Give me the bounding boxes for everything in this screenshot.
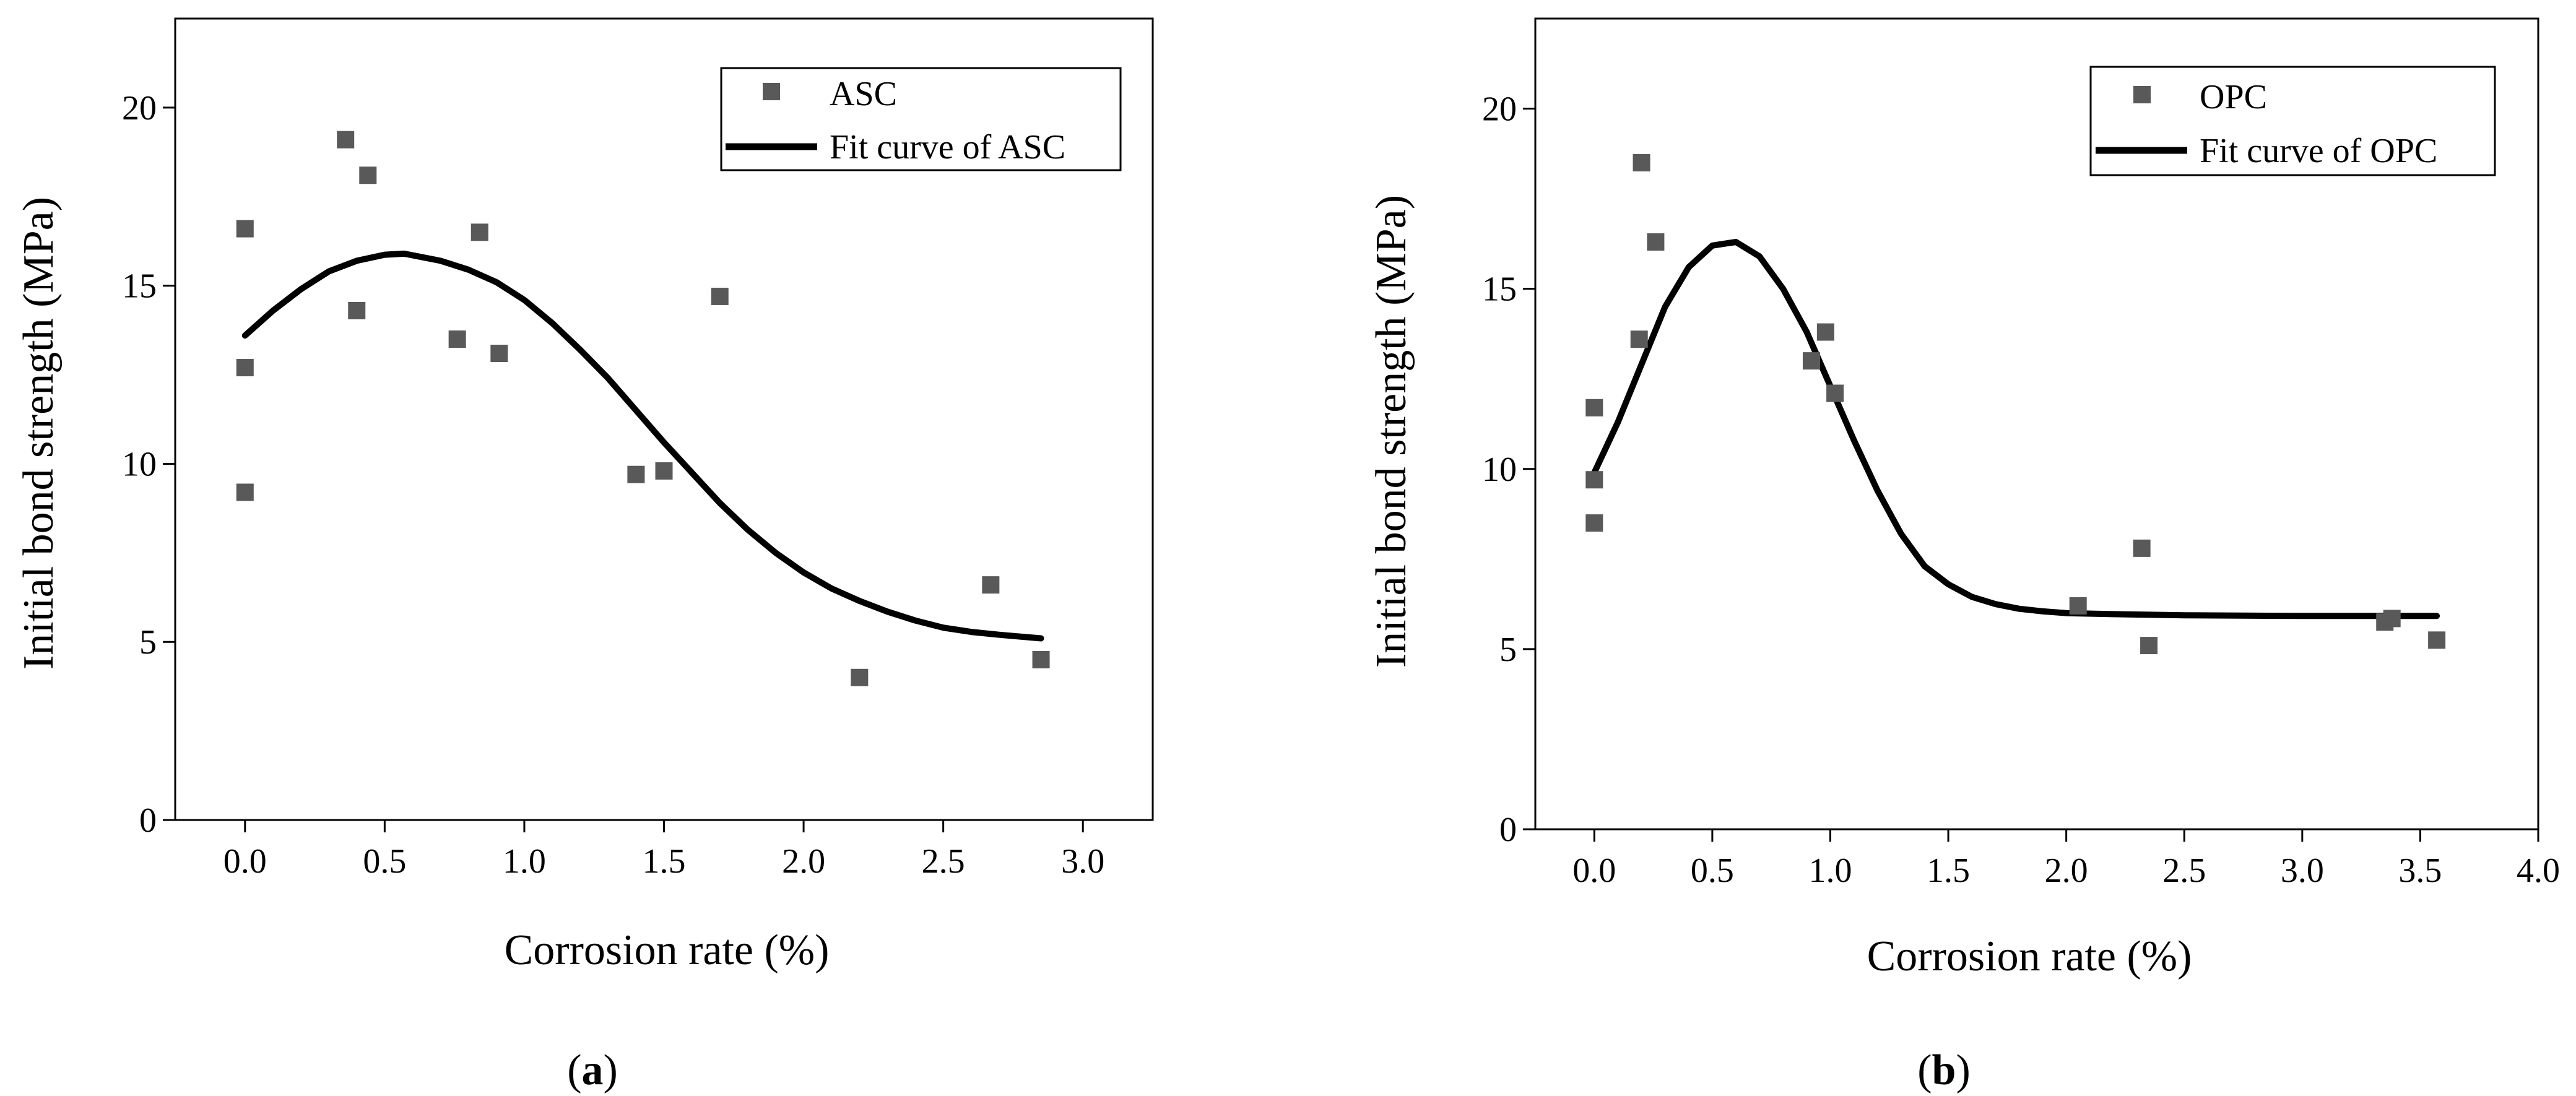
panel-a-x-tick-label: 2.5 bbox=[922, 842, 965, 881]
panel-b-x-tick-label: 2.5 bbox=[2162, 852, 2206, 890]
panel-a-data-point bbox=[448, 330, 466, 348]
panel-a-data-point bbox=[711, 287, 729, 305]
panel-b-plot-area: 0.0 0.5 1.0 1.5 2.0 2.5 3.0 3.5 4.0 0 5 10 15 20 bbox=[1482, 17, 2560, 890]
panel-a-data-point bbox=[236, 220, 254, 238]
panel-b-data-point bbox=[1630, 330, 1648, 348]
panel-a-legend-label-points: ASC bbox=[830, 75, 897, 113]
panel-a-x-tick-label: 0.5 bbox=[363, 842, 406, 881]
panel-b-chart: 0.0 0.5 1.0 1.5 2.0 2.5 3.0 3.5 4.0 0 5 10 15 20 OPC … bbox=[1368, 17, 2560, 1094]
panel-b-x-tick-label: 3.0 bbox=[2281, 852, 2324, 890]
panel-b-y-tick-label: 5 bbox=[1499, 631, 1517, 669]
panel-a-y-tick-label: 20 bbox=[122, 89, 157, 127]
panel-b-axes-frame bbox=[1534, 17, 2539, 831]
panel-a-y-tick-label: 15 bbox=[122, 267, 157, 306]
panel-b-legend: OPC Fit curve of OPC bbox=[2089, 66, 2496, 176]
panel-b-data-point bbox=[2133, 539, 2151, 557]
panel-a-plot-area: 0.0 0.5 1.0 1.5 2.0 2.5 3.0 0 5 10 15 20 bbox=[122, 17, 1154, 881]
panel-b-y-tick-label: 0 bbox=[1499, 811, 1517, 849]
panel-a-y-tick-label: 10 bbox=[122, 445, 157, 483]
panel-b-data-point bbox=[1585, 471, 1603, 489]
panel-a-data-point bbox=[851, 668, 869, 686]
panel-a-y-tick-label: 5 bbox=[139, 623, 157, 662]
panel-a-data-point bbox=[337, 131, 355, 149]
panel-b-label: (b) bbox=[1917, 1046, 1971, 1094]
panel-a-x-axis-title: Corrosion rate (%) bbox=[505, 926, 830, 974]
panel-b-data-point bbox=[1826, 384, 1844, 402]
panel-b-x-tick-label: 1.0 bbox=[1808, 852, 1852, 890]
panel-b-x-tick-label: 2.0 bbox=[2045, 852, 2088, 890]
panel-b-y-tick-label: 15 bbox=[1482, 270, 1517, 309]
panel-a-x-tick-label: 3.0 bbox=[1061, 842, 1104, 881]
panel-b-data-point bbox=[1633, 153, 1650, 171]
panel-a-x-tick-label: 0.0 bbox=[223, 842, 267, 881]
panel-a-x-tick-label: 2.0 bbox=[782, 842, 825, 881]
panel-a-data-point bbox=[236, 483, 254, 501]
panel-a-data-point bbox=[627, 465, 645, 483]
panel-b-legend-box bbox=[2089, 66, 2496, 176]
panel-a-data-point bbox=[348, 301, 366, 319]
panel-a-data-point bbox=[655, 462, 673, 480]
panel-b-data-point bbox=[1816, 323, 1834, 341]
panel-b-data-point bbox=[1647, 233, 1665, 251]
panel-a-legend-label-fit: Fit curve of ASC bbox=[830, 128, 1065, 166]
panel-a-data-point bbox=[236, 359, 254, 377]
panel-a-y-tick-label: 0 bbox=[139, 801, 157, 840]
panel-a-legend-point-swatch bbox=[763, 83, 780, 100]
panel-b-x-tick-label: 4.0 bbox=[2517, 852, 2560, 890]
panel-b-fit-curve bbox=[1591, 239, 2440, 619]
panel-b-data-point bbox=[2140, 637, 2158, 655]
panel-a-data-point bbox=[359, 166, 377, 184]
panel-b-y-tick-label: 10 bbox=[1482, 451, 1517, 489]
panel-b-data-point bbox=[1585, 514, 1603, 532]
panel-a-legend-box bbox=[720, 67, 1122, 171]
panel-b-data-point bbox=[2383, 610, 2401, 628]
panel-a-data-point bbox=[490, 345, 508, 363]
panel-b-data-point bbox=[2069, 597, 2087, 615]
panel-a-label-close: ) bbox=[604, 1046, 618, 1094]
panel-b-y-tick-label: 20 bbox=[1482, 90, 1517, 129]
panel-b-label-letter: b bbox=[1932, 1046, 1956, 1094]
panel-a-y-axis-title: Initial bond strength (MPa) bbox=[15, 197, 63, 670]
panel-b-data-point bbox=[1802, 352, 1820, 370]
panel-a-data-point bbox=[471, 223, 488, 241]
panel-a-x-tick-label: 1.0 bbox=[503, 842, 546, 881]
panel-b-data-point bbox=[1585, 399, 1603, 416]
panel-b-x-tick-label: 1.5 bbox=[1927, 852, 1970, 890]
panel-a-label-letter: a bbox=[582, 1046, 604, 1094]
panel-a-data-point bbox=[982, 576, 1000, 594]
panel-a-label-open: ( bbox=[567, 1046, 581, 1094]
panel-a-data-point bbox=[1032, 651, 1050, 668]
panel-b-x-tick-label: 3.5 bbox=[2398, 852, 2442, 890]
panel-b-x-tick-label: 0.0 bbox=[1572, 852, 1616, 890]
panel-b-y-axis-title: Initial bond strength (MPa) bbox=[1368, 195, 1415, 668]
panel-a-x-tick-label: 1.5 bbox=[643, 842, 686, 881]
panel-a-chart: 0.0 0.5 1.0 1.5 2.0 2.5 3.0 0 5 10 15 20 ASC Fit cu… bbox=[15, 17, 1154, 1094]
panel-b-legend-label-points: OPC bbox=[2200, 78, 2267, 116]
panel-b-x-tick-label: 0.5 bbox=[1691, 852, 1734, 890]
panel-a-fit-curve bbox=[241, 250, 1044, 642]
panel-b-legend-label-fit: Fit curve of OPC bbox=[2200, 132, 2437, 170]
panel-a-label: (a) bbox=[567, 1046, 618, 1094]
panel-b-label-open: ( bbox=[1917, 1046, 1932, 1094]
panel-b-x-axis-title: Corrosion rate (%) bbox=[1867, 933, 2192, 980]
panel-b-legend-point-swatch bbox=[2133, 86, 2151, 103]
panel-b-label-close: ) bbox=[1956, 1046, 1970, 1094]
panel-a-legend: ASC Fit curve of ASC bbox=[720, 67, 1122, 171]
panel-b-data-point bbox=[2428, 631, 2446, 649]
